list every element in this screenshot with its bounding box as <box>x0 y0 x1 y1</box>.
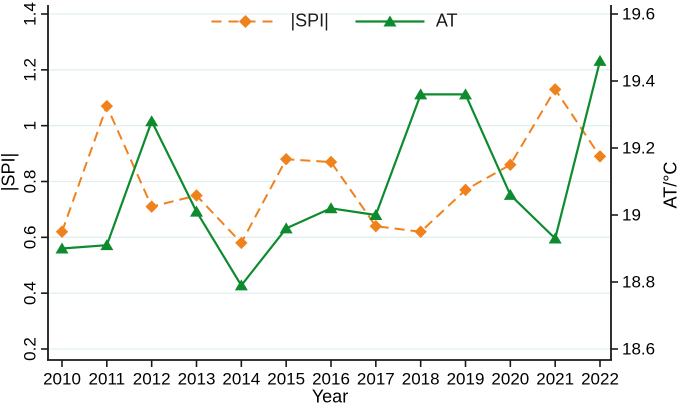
diamond-marker-icon <box>238 14 252 28</box>
x-axis-tick-label: 2021 <box>536 370 574 389</box>
right-axis-tick-label: 19.6 <box>622 5 655 24</box>
spi-marker-2014 <box>235 236 248 250</box>
x-axis-tick-label: 2012 <box>133 370 171 389</box>
x-axis-tick-label: 2017 <box>357 370 395 389</box>
at-marker-2019 <box>459 88 472 100</box>
spi-marker-2020 <box>504 158 517 171</box>
spi-marker-2010 <box>55 225 69 238</box>
x-axis-tick-label: 2010 <box>43 370 81 389</box>
at-legend-label: AT <box>435 10 458 31</box>
left-axis-tick-label: 1 <box>21 121 40 130</box>
x-axis-tick-label: 2015 <box>267 370 305 389</box>
at-marker-2013 <box>190 205 203 217</box>
spi-marker-2021 <box>548 83 562 96</box>
left-axis-tick-label: 0.8 <box>21 170 40 194</box>
at-marker-2015 <box>279 222 293 234</box>
spi-marker-2012 <box>145 200 158 213</box>
left-axis-tick-label: 0.6 <box>21 226 40 250</box>
x-axis-title: Year <box>311 386 349 407</box>
spi-marker-2022 <box>593 150 607 163</box>
left-axis-tick-label: 0.2 <box>21 337 40 361</box>
right-axis-tick-label: 18.6 <box>622 340 655 359</box>
left-axis-tick-label: 1.4 <box>21 2 40 26</box>
triangle-marker-icon <box>383 15 397 26</box>
at-marker-2020 <box>503 188 517 200</box>
spi-marker-2018 <box>414 225 427 238</box>
right-axis-tick-label: 18.8 <box>622 273 655 292</box>
legend: |SPI| AT <box>210 10 458 32</box>
spi-marker-2016 <box>324 155 338 169</box>
at-marker-2021 <box>548 232 562 244</box>
at-marker-2011 <box>100 239 114 251</box>
at-series-line <box>61 60 602 287</box>
x-axis-tick-label: 2014 <box>222 370 260 389</box>
x-axis-tick-label: 2022 <box>581 370 619 389</box>
left-axis-tick-label: 0.4 <box>21 281 40 305</box>
at-marker-2018 <box>414 88 428 100</box>
spi-legend-sample <box>211 14 280 28</box>
x-axis-tick-label: 2018 <box>402 370 440 389</box>
at-marker-2014 <box>234 279 248 291</box>
spi-legend-label: |SPI| <box>290 10 329 31</box>
x-axis-tick-label: 2011 <box>89 370 126 389</box>
at-marker-2012 <box>145 115 159 127</box>
spi-marker-2017 <box>369 219 383 233</box>
spi-marker-2019 <box>459 183 472 197</box>
spi-marker-2011 <box>100 99 114 113</box>
at-marker-2017 <box>369 209 383 220</box>
legend-item-at: AT <box>355 11 458 32</box>
at-marker-2016 <box>324 202 338 214</box>
x-axis-tick-label: 2013 <box>178 370 216 389</box>
x-axis-tick-label: 2020 <box>491 370 529 389</box>
right-axis-title: AT/°C <box>660 161 681 209</box>
at-marker-2010 <box>55 242 69 254</box>
x-axis-tick-label: 2019 <box>447 370 485 389</box>
spi-marker-2013 <box>190 189 203 202</box>
right-axis-tick-label: 19 <box>622 206 641 225</box>
left-axis-title: |SPI| <box>0 152 19 192</box>
right-axis-tick-label: 19.2 <box>622 139 655 158</box>
x-axis-tick-label: 2016 <box>312 370 350 389</box>
at-legend-sample <box>355 15 425 26</box>
legend-item-spi: |SPI| <box>210 10 329 32</box>
spi-marker-2015 <box>279 152 293 166</box>
at-marker-2022 <box>593 54 607 66</box>
right-axis-tick-label: 19.4 <box>622 72 655 91</box>
left-axis-tick-label: 1.2 <box>21 58 40 82</box>
